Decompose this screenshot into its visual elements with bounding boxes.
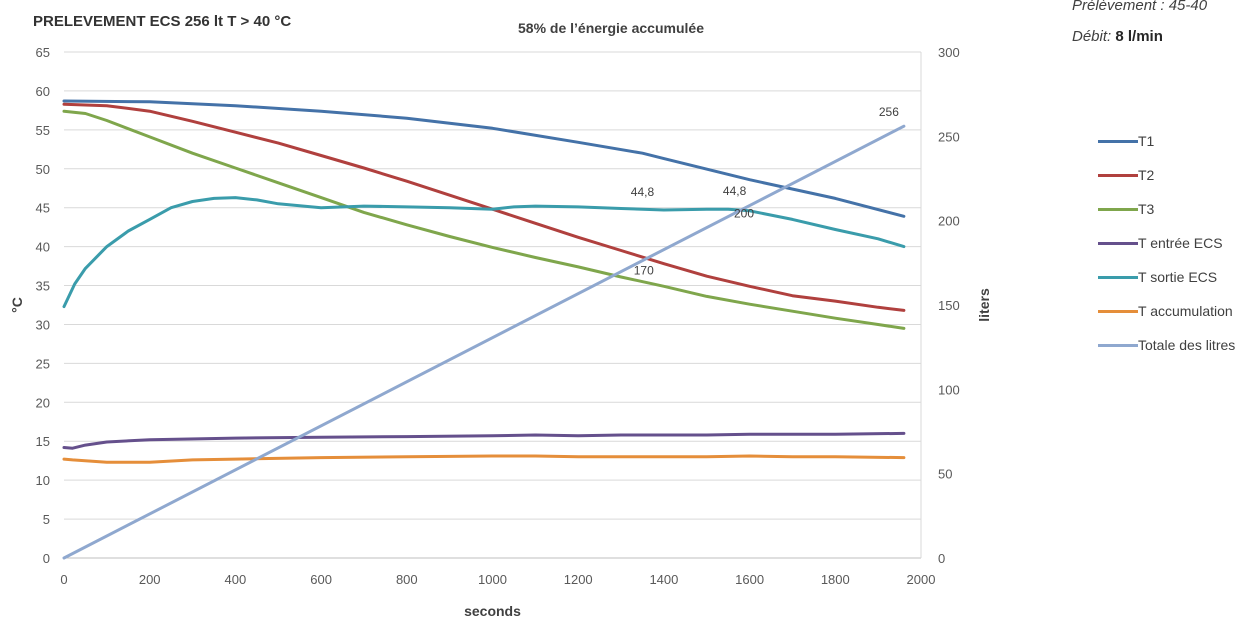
y-tick-label: 65 xyxy=(36,45,50,60)
legend-label: Totale des litres xyxy=(1138,337,1236,353)
series-line-totale-des-litres xyxy=(62,124,906,560)
y-tick-label: 60 xyxy=(36,84,50,99)
legend-label: T accumulation xyxy=(1138,303,1233,319)
y-tick-label: 5 xyxy=(43,512,50,527)
y2-axis-label: liters xyxy=(976,288,992,322)
y2-tick-label: 300 xyxy=(938,45,960,60)
debit-value: 8 l/min xyxy=(1115,28,1163,45)
x-tick-label: 1600 xyxy=(735,572,764,587)
data-label: 200 xyxy=(734,206,754,220)
chart-legend: T1 T2 T3 T entrée ECS T sortie ECS T accumula… xyxy=(1098,124,1258,362)
y2-tick-label: 0 xyxy=(938,551,945,566)
legend-swatch xyxy=(1098,173,1138,177)
series-line-t3 xyxy=(62,109,906,330)
legend-item: Totale des litres xyxy=(1098,328,1258,362)
y-tick-label: 35 xyxy=(36,279,50,294)
x-tick-label: 600 xyxy=(310,572,332,587)
y-tick-label: 30 xyxy=(36,317,50,332)
y2-tick-label: 100 xyxy=(938,382,960,397)
legend-swatch xyxy=(1098,275,1138,279)
legend-item: T entrée ECS xyxy=(1098,226,1258,260)
y-tick-label: 50 xyxy=(36,162,50,177)
y2-tick-label: 50 xyxy=(938,467,952,482)
y-tick-label: 45 xyxy=(36,201,50,216)
x-tick-label: 1200 xyxy=(564,572,593,587)
legend-item: T2 xyxy=(1098,158,1258,192)
x-tick-label: 400 xyxy=(225,572,247,587)
y-tick-label: 40 xyxy=(36,240,50,255)
y-tick-label: 25 xyxy=(36,356,50,371)
y2-tick-label: 250 xyxy=(938,129,960,144)
legend-swatch xyxy=(1098,343,1138,347)
legend-label: T2 xyxy=(1138,167,1155,183)
data-label: 44,8 xyxy=(723,184,747,198)
y-tick-label: 0 xyxy=(43,551,50,566)
x-tick-label: 1000 xyxy=(478,572,507,587)
y-tick-label: 15 xyxy=(36,434,50,449)
y2-tick-label: 150 xyxy=(938,298,960,313)
x-tick-label: 1400 xyxy=(649,572,678,587)
x-tick-label: 0 xyxy=(60,572,67,587)
x-tick-label: 200 xyxy=(139,572,161,587)
debit-label: Débit: xyxy=(1072,28,1112,45)
legend-item: T accumulation xyxy=(1098,294,1258,328)
x-axis-label: seconds xyxy=(464,603,521,619)
x-tick-label: 1800 xyxy=(821,572,850,587)
y-axis-label: °C xyxy=(9,297,25,313)
series-line-t1 xyxy=(62,99,906,218)
data-label: 256 xyxy=(879,105,899,119)
legend-label: T3 xyxy=(1138,201,1155,217)
legend-item: T sortie ECS xyxy=(1098,260,1258,294)
chart-subtitle: 58% de l’énergie accumulée xyxy=(518,20,704,36)
y2-tick-label: 200 xyxy=(938,214,960,229)
x-tick-label: 2000 xyxy=(907,572,936,587)
x-tick-label: 800 xyxy=(396,572,418,587)
series-line-t-entr-e-ecs xyxy=(62,431,906,450)
legend-swatch xyxy=(1098,241,1138,245)
legend-item: T1 xyxy=(1098,124,1258,158)
data-label: 170 xyxy=(634,264,654,278)
series-line-t-accumulation xyxy=(62,454,906,464)
legend-label: T sortie ECS xyxy=(1138,269,1218,285)
legend-swatch xyxy=(1098,207,1138,211)
legend-swatch xyxy=(1098,309,1138,313)
series-line-t-sortie-ecs xyxy=(62,196,906,309)
legend-item: T3 xyxy=(1098,192,1258,226)
legend-label: T entrée ECS xyxy=(1138,235,1223,251)
prelevement-info: Prélèvement : 45-40 xyxy=(1072,0,1208,14)
chart-title: PRELEVEMENT ECS 256 lt T > 40 °C xyxy=(33,13,292,30)
legend-label: T1 xyxy=(1138,133,1155,149)
debit-info: Débit: 8 l/min xyxy=(1072,28,1163,45)
y-tick-label: 10 xyxy=(36,473,50,488)
y-tick-label: 55 xyxy=(36,123,50,138)
legend-swatch xyxy=(1098,139,1138,143)
y-tick-label: 20 xyxy=(36,395,50,410)
data-label: 44,8 xyxy=(631,185,655,199)
